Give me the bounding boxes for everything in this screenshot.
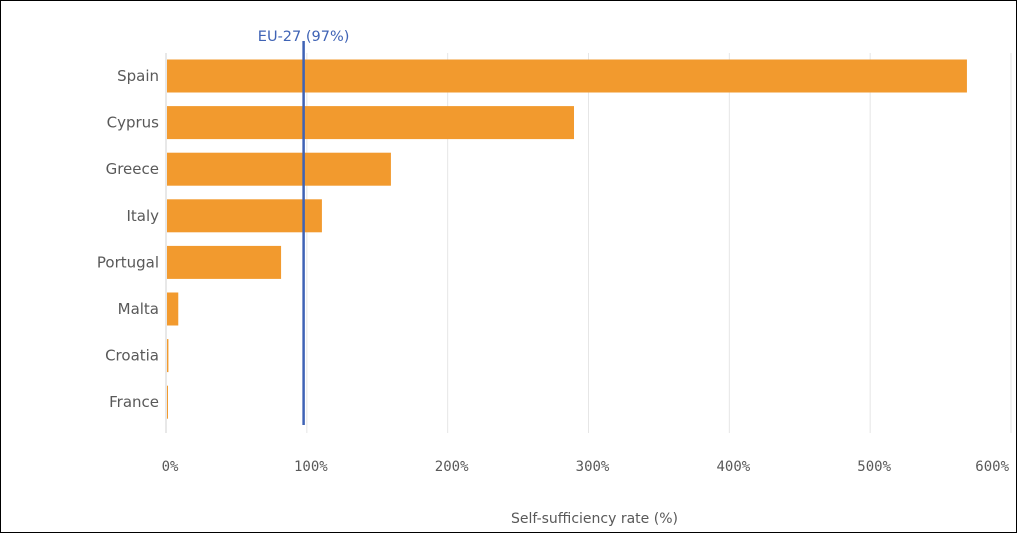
- x-tick-label: 400%: [716, 459, 750, 475]
- bar-greece: [167, 152, 391, 186]
- bar-croatia: [167, 339, 169, 373]
- reference-line-group: EU-27 (97%): [258, 29, 350, 425]
- x-tick-labels: 0% 100% 200% 300% 400% 500% 600%: [162, 459, 1010, 475]
- bar-cyprus: [167, 106, 575, 140]
- x-tick-label: 500%: [857, 459, 891, 475]
- category-label: Cyprus: [107, 114, 160, 132]
- category-label: Spain: [117, 67, 159, 85]
- reference-line-label: EU-27 (97%): [258, 29, 350, 45]
- category-label: Greece: [106, 160, 159, 178]
- x-tick-label: 600%: [975, 459, 1009, 475]
- x-tick-label: 300%: [576, 459, 610, 475]
- category-label: Malta: [118, 300, 159, 318]
- bar-italy: [167, 199, 322, 233]
- x-tick-label: 0%: [162, 459, 179, 475]
- bar-portugal: [167, 245, 282, 279]
- bars: [167, 59, 967, 419]
- category-label: Portugal: [97, 253, 159, 271]
- category-label: Croatia: [105, 347, 159, 365]
- x-tick-label: 200%: [435, 459, 469, 475]
- category-label: Italy: [126, 207, 159, 225]
- x-tick-label: 100%: [294, 459, 328, 475]
- category-label: France: [109, 393, 159, 411]
- bar-france: [167, 385, 168, 419]
- category-labels: Spain Cyprus Greece Italy Portugal Malta Croat…: [97, 67, 159, 411]
- bar-malta: [167, 292, 179, 326]
- x-axis-title: Self-sufficiency rate (%): [511, 511, 678, 527]
- bar-spain: [167, 59, 967, 93]
